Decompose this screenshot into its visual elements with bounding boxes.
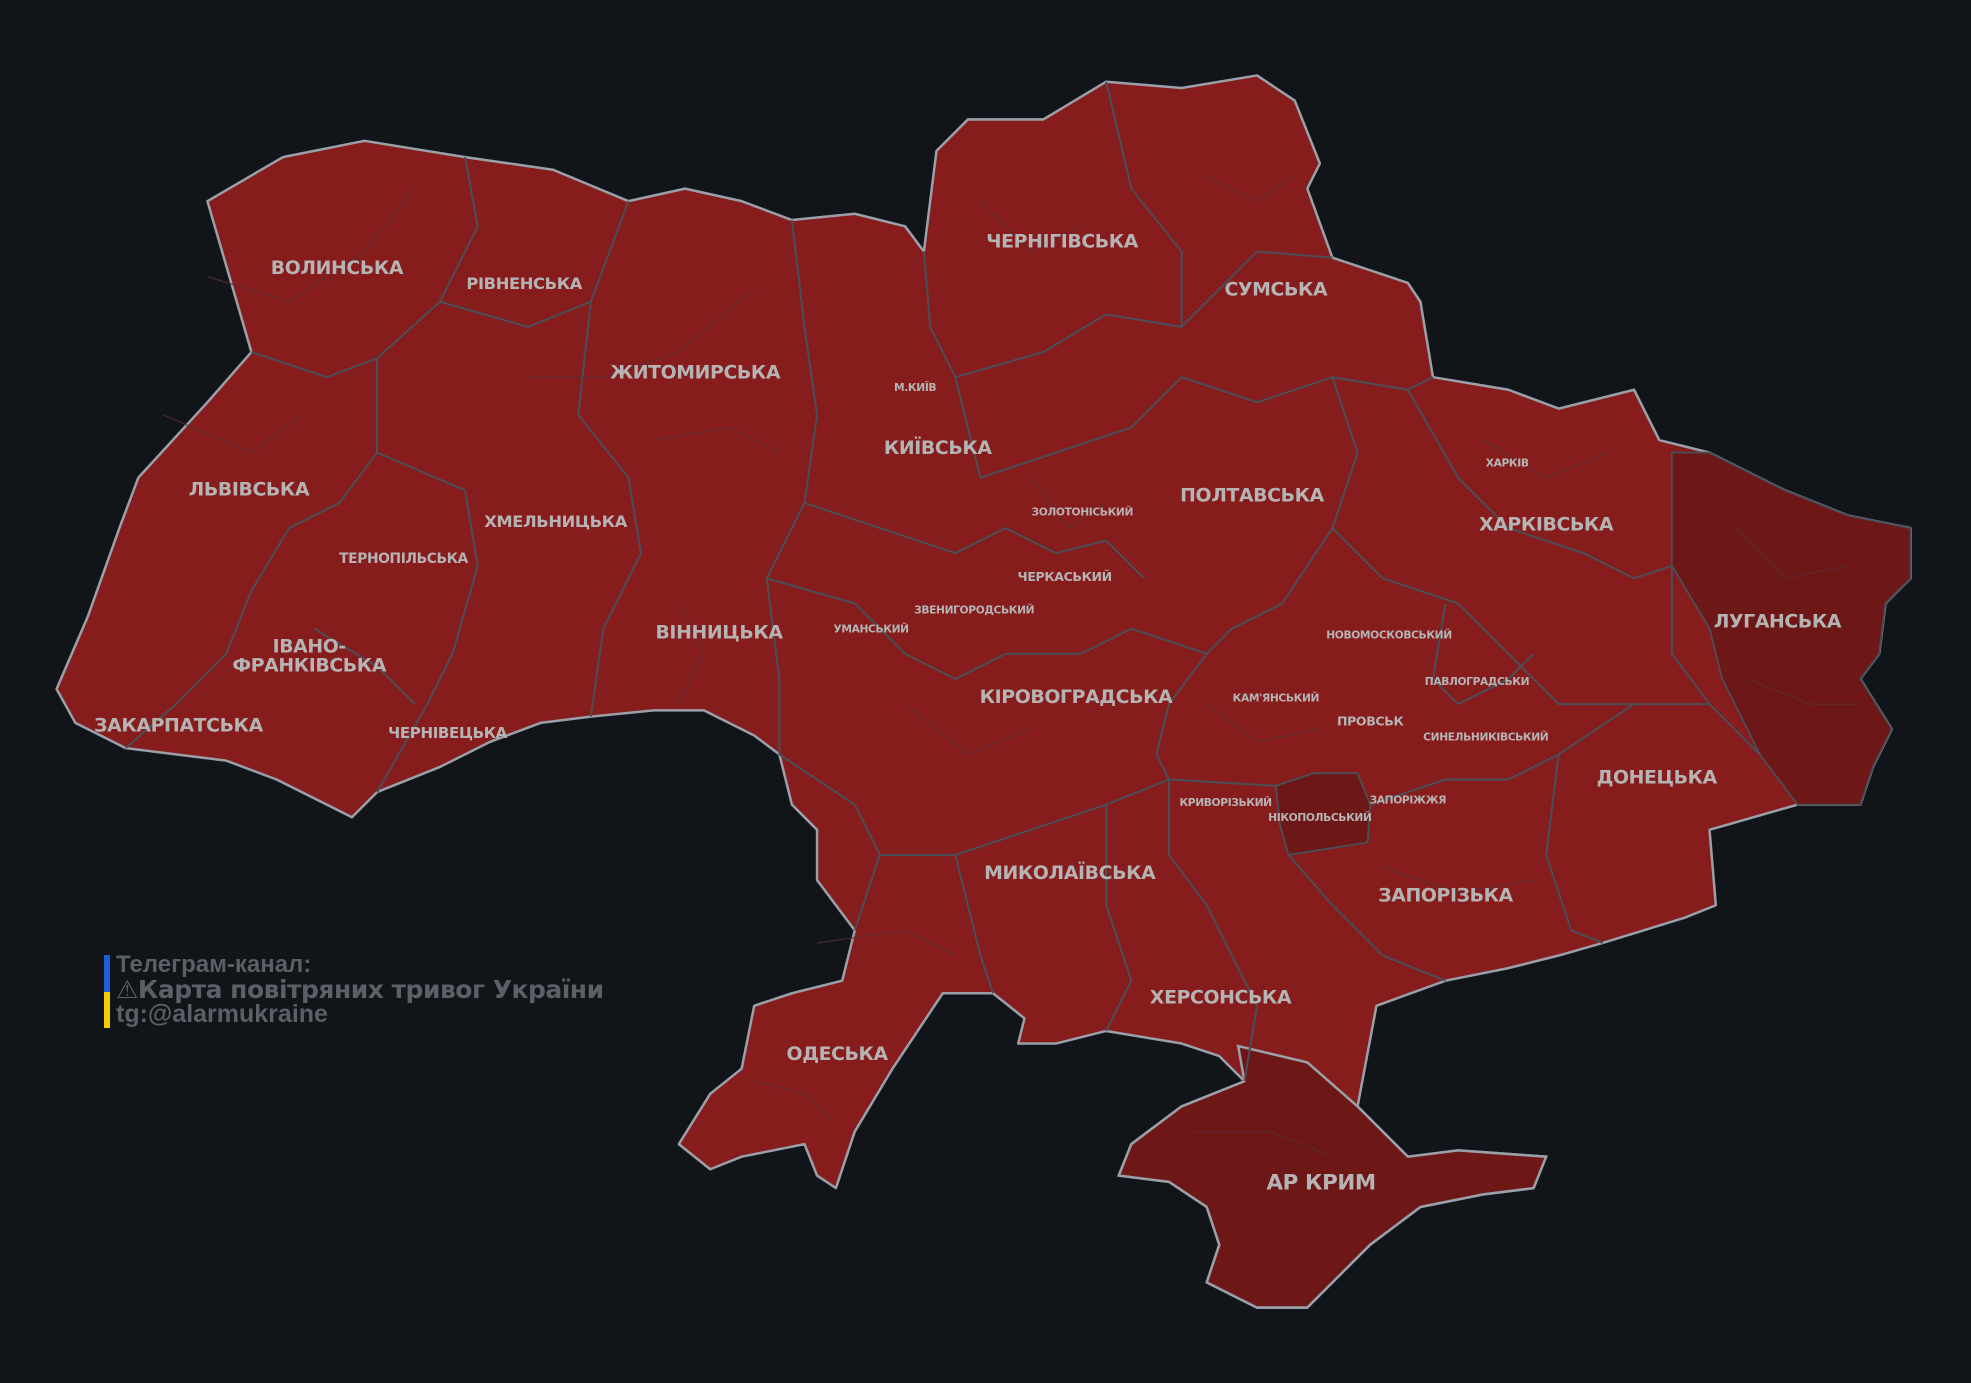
label-chernihivska: ЧЕРНІГІВСЬКА [986, 232, 1139, 253]
label-cherkaskyi: ЧЕРКАСЬКИЙ [1018, 569, 1112, 584]
label-donetska: ДОНЕЦЬКА [1597, 767, 1718, 788]
channel-credit: Телеграм-канал: ⚠Карта повітряних тривог… [104, 952, 604, 1027]
ukraine-flag-bar [104, 955, 110, 1028]
label-khmelnytska: ХМЕЛЬНИЦЬКА [484, 512, 627, 531]
label-sumska: СУМСЬКА [1225, 279, 1328, 300]
label-volynska: ВОЛИНСЬКА [271, 258, 404, 279]
label-kyivska: КИЇВСЬКА [884, 435, 992, 459]
label-vinnytska: ВІННИЦЬКА [655, 623, 783, 644]
crimea-occupied-region [1116, 1044, 1548, 1309]
label-synelnykivskyi: СИНЕЛЬНИКІВСЬКИЙ [1423, 731, 1548, 744]
credit-telegram-label: Телеграм-канал: [116, 951, 312, 978]
label-zolotoniskyi: ЗОЛОТОНІСЬКИЙ [1032, 505, 1133, 518]
label-zhytomyrska: ЖИТОМИРСЬКА [610, 362, 781, 383]
label-ternopilska: ТЕРНОПІЛЬСЬКА [339, 551, 468, 567]
label-poltavska: ПОЛТАВСЬКА [1180, 486, 1324, 507]
raion-borders [163, 175, 1861, 1158]
credit-channel-name: ⚠Карта повітряних тривог України [116, 975, 604, 1004]
region-labels: ВОЛИНСЬКА РІВНЕНСЬКА ЖИТОМИРСЬКА ЧЕРНІГІ… [94, 232, 1842, 1196]
label-kryvorizkyi: КРИВОРІЗЬКИЙ [1179, 796, 1271, 809]
label-kamianskyi: КАМ'ЯНСЬКИЙ [1233, 692, 1319, 705]
label-crimea: АР КРИМ [1267, 1170, 1376, 1195]
label-kharkivska: ХАРКІВСЬКА [1479, 515, 1614, 536]
label-zakarpatska: ЗАКАРПАТСЬКА [94, 716, 263, 737]
label-ivano-frankivska-2: ФРАНКІВСЬКА [232, 655, 386, 676]
label-nikopolskyi: НІКОПОЛЬСЬКИЙ [1268, 811, 1371, 824]
nikopol-raion [1274, 772, 1372, 857]
oblast-borders [125, 81, 1761, 1082]
label-lvivska: ЛЬВІВСЬКА [189, 479, 310, 500]
label-umanskyi: УМАНСЬКИЙ [834, 622, 909, 635]
flag-blue-stripe [104, 955, 110, 992]
label-luhanska: ЛУГАНСЬКА [1714, 611, 1842, 632]
label-chernivetska: ЧЕРНІВЕЦЬКА [388, 724, 508, 742]
label-ivano-frankivska-1: ІВАНО- [273, 637, 346, 658]
credit-channel-handle[interactable]: tg:@alarmukraine [116, 1000, 328, 1028]
flag-yellow-stripe [104, 991, 110, 1028]
label-zaporizka: ЗАПОРІЗЬКА [1378, 885, 1513, 906]
label-kirovohradska: КІРОВОГРАДСЬКА [980, 687, 1173, 708]
label-zvenyhorodskyi: ЗВЕНИГОРОДСЬКИЙ [914, 604, 1034, 617]
label-novomoskovskyi: НОВОМОСКОВСЬКИЙ [1326, 629, 1452, 642]
label-pavlohradskyi: ПАВЛОГРАДСЬКИ [1425, 675, 1529, 688]
label-zaporizhzhia: ЗАПОРІЖЖЯ [1370, 793, 1447, 806]
label-mykolaivska: МИКОЛАЇВСЬКА [984, 860, 1156, 884]
label-dniprovskyi: ПРОВСЬК [1337, 713, 1405, 728]
label-kharkiv-city: ХАРКІВ [1486, 456, 1529, 469]
label-kyiv-city: М.КИЇВ [894, 380, 936, 394]
label-khersonska: ХЕРСОНСЬКА [1150, 987, 1292, 1008]
label-rivnenska: РІВНЕНСЬКА [466, 274, 582, 293]
label-odeska: ОДЕСЬКА [787, 1044, 889, 1065]
luhansk-occupied-region [1670, 451, 1912, 806]
